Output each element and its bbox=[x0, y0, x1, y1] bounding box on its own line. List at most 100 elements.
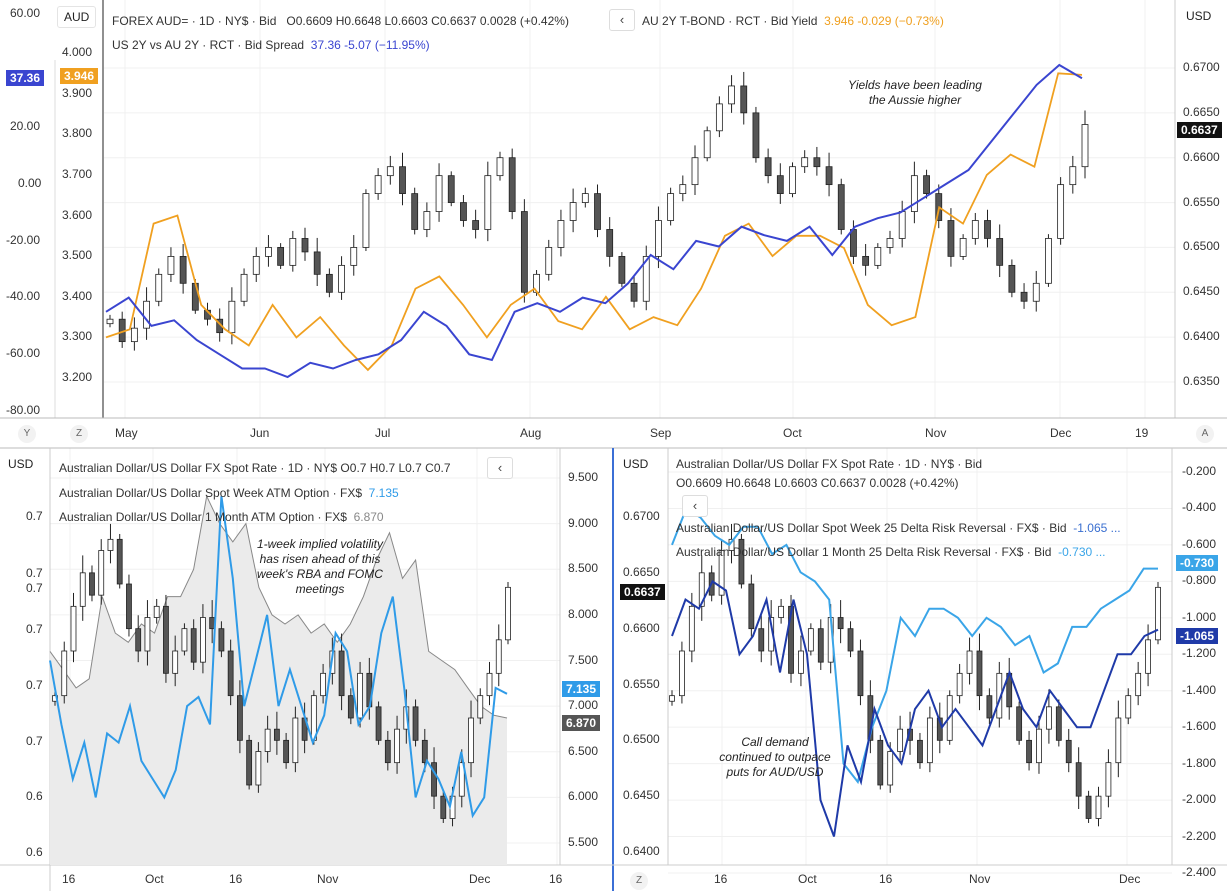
candle-body bbox=[887, 751, 894, 786]
axis-tick-label: 3.900 bbox=[62, 85, 93, 100]
candle-body bbox=[764, 157, 772, 177]
candle-body bbox=[936, 717, 943, 741]
week-atm-line bbox=[49, 496, 508, 819]
candle-body bbox=[505, 586, 511, 641]
candle-body bbox=[1135, 672, 1142, 697]
legend-spot[interactable]: Australian Dollar/US Dollar FX Spot Rate… bbox=[676, 457, 983, 471]
legend-spot[interactable]: Australian Dollar/US Dollar FX Spot Rate… bbox=[59, 461, 451, 475]
axis-tick-label: 0.6600 bbox=[1183, 149, 1220, 164]
axis-tick-label: -1.600 bbox=[1182, 719, 1217, 734]
candle-body bbox=[181, 628, 188, 652]
candle-body bbox=[1045, 706, 1052, 730]
candle-body bbox=[155, 273, 163, 302]
legend-week-atm[interactable]: Australian Dollar/US Dollar Spot Week AT… bbox=[59, 486, 399, 500]
candle-body bbox=[374, 175, 382, 195]
legend-yield[interactable]: AU 2Y T-BOND · RCT · Bid Yield 3.946 -0.… bbox=[642, 14, 944, 28]
legend-name: Australian Dollar/US Dollar Spot Week AT… bbox=[59, 486, 362, 500]
yield-price-tag: 3.946 bbox=[60, 68, 99, 84]
collapse-legend-button[interactable]: ‹ bbox=[487, 457, 513, 479]
candle-body bbox=[179, 255, 187, 284]
currency-box-usd[interactable]: USD bbox=[617, 454, 655, 474]
candle-body bbox=[778, 605, 785, 618]
axis-tick-label: 16 bbox=[62, 872, 76, 886]
candle-body bbox=[283, 739, 290, 764]
axis-tick-label: -0.200 bbox=[1182, 464, 1217, 478]
candle-body bbox=[740, 85, 748, 114]
spread-tick: 60.00 bbox=[10, 6, 41, 20]
axis-tick-label: 16 bbox=[229, 872, 243, 886]
axis-tick-label: 6.500 bbox=[568, 743, 599, 758]
axis-tick-label: 0.6 bbox=[26, 789, 43, 803]
axis-tick-label: 3.300 bbox=[62, 329, 93, 344]
candle-body bbox=[1069, 166, 1077, 186]
annotation-line: has risen ahead of this bbox=[259, 552, 381, 566]
legend-rr-month[interactable]: Australian Dollar/US Dollar 1 Month 25 D… bbox=[676, 545, 1106, 559]
candle-body bbox=[236, 695, 243, 741]
annotation-line: meetings bbox=[295, 582, 345, 596]
legend-rr-week[interactable]: Australian Dollar/US Dollar Spot Week 25… bbox=[676, 521, 1121, 535]
candle-body bbox=[421, 739, 428, 764]
legend-aud-ohlc: O0.6609 H0.6648 L0.6603 C0.6637 0.0028 (… bbox=[286, 14, 569, 28]
rr-month-tag: -0.730 bbox=[1176, 555, 1219, 571]
candle-body bbox=[862, 255, 870, 266]
candle-body bbox=[325, 273, 333, 293]
candle-body bbox=[246, 739, 253, 786]
month-atm-area-fill bbox=[50, 496, 507, 865]
annotation-line: Call demand bbox=[741, 735, 809, 749]
candle-body bbox=[301, 238, 309, 253]
candle-body bbox=[89, 572, 95, 596]
candle-body bbox=[801, 157, 809, 168]
axis-tick-label: 0.6 bbox=[26, 845, 43, 859]
corner-z-button[interactable]: Z bbox=[630, 872, 648, 890]
candle-body bbox=[477, 695, 484, 719]
candle-body bbox=[748, 583, 755, 630]
legend-month-atm[interactable]: Australian Dollar/US Dollar 1 Month ATM … bbox=[59, 510, 384, 524]
candle-body bbox=[520, 211, 528, 293]
candle-body bbox=[1008, 264, 1016, 293]
axis-tick-label: -1.400 bbox=[1182, 682, 1217, 697]
candle-body bbox=[116, 538, 123, 585]
legend-yield-name: AU 2Y T-BOND · RCT · Bid Yield bbox=[642, 14, 818, 28]
candle-body bbox=[1085, 795, 1092, 819]
axis-tick-label: 6.000 bbox=[568, 789, 599, 804]
currency-box-aud[interactable]: AUD bbox=[57, 6, 97, 28]
axis-tick-label: 0.7 bbox=[26, 509, 43, 523]
legend-value: 6.870 bbox=[353, 510, 384, 524]
candle-body bbox=[1020, 291, 1028, 302]
corner-a-button[interactable]: A bbox=[1196, 425, 1214, 443]
corner-y-button[interactable]: Y bbox=[18, 425, 36, 443]
candle-body bbox=[910, 175, 918, 212]
corner-z-button[interactable]: Z bbox=[70, 425, 88, 443]
candle-body bbox=[986, 695, 993, 719]
candle-body bbox=[362, 193, 370, 248]
candle-body bbox=[837, 184, 845, 230]
candle-body bbox=[581, 193, 589, 203]
candle-body bbox=[1125, 695, 1132, 719]
axis-tick-label: -0.600 bbox=[1182, 536, 1217, 551]
axis-tick-label: 16 bbox=[714, 872, 728, 886]
candle-body bbox=[163, 605, 169, 674]
candle-body bbox=[874, 247, 882, 266]
axis-tick-label: 0.6550 bbox=[1183, 194, 1220, 209]
legend-aud[interactable]: FOREX AUD= · 1D · NY$ · Bid O0.6609 H0.6… bbox=[112, 14, 569, 28]
currency-box-usd[interactable]: USD bbox=[2, 454, 40, 474]
spread-tick: -60.00 bbox=[6, 346, 41, 360]
legend-name: Australian Dollar/US Dollar 1 Month 25 D… bbox=[676, 545, 1052, 559]
candle-body bbox=[126, 583, 132, 630]
candle-body bbox=[486, 672, 493, 697]
candle-body bbox=[877, 739, 884, 786]
candle-body bbox=[715, 103, 723, 132]
candle-body bbox=[227, 650, 234, 697]
legend-spread[interactable]: US 2Y vs AU 2Y · RCT · Bid Spread 37.36 … bbox=[112, 38, 430, 52]
candle-body bbox=[825, 166, 833, 186]
axis-tick-label: -2.200 bbox=[1182, 828, 1217, 843]
axis-tick-label: Nov bbox=[925, 426, 947, 440]
axis-tick-label: 3.600 bbox=[62, 207, 93, 222]
axis-tick-label: 3.700 bbox=[62, 166, 93, 181]
axis-tick-label: 9.500 bbox=[568, 470, 599, 484]
candle-body bbox=[468, 717, 474, 764]
collapse-legend-button[interactable]: ‹ bbox=[609, 9, 635, 31]
axis-tick-label: -2.400 bbox=[1182, 865, 1217, 879]
collapse-legend-button[interactable]: ‹ bbox=[682, 495, 708, 517]
